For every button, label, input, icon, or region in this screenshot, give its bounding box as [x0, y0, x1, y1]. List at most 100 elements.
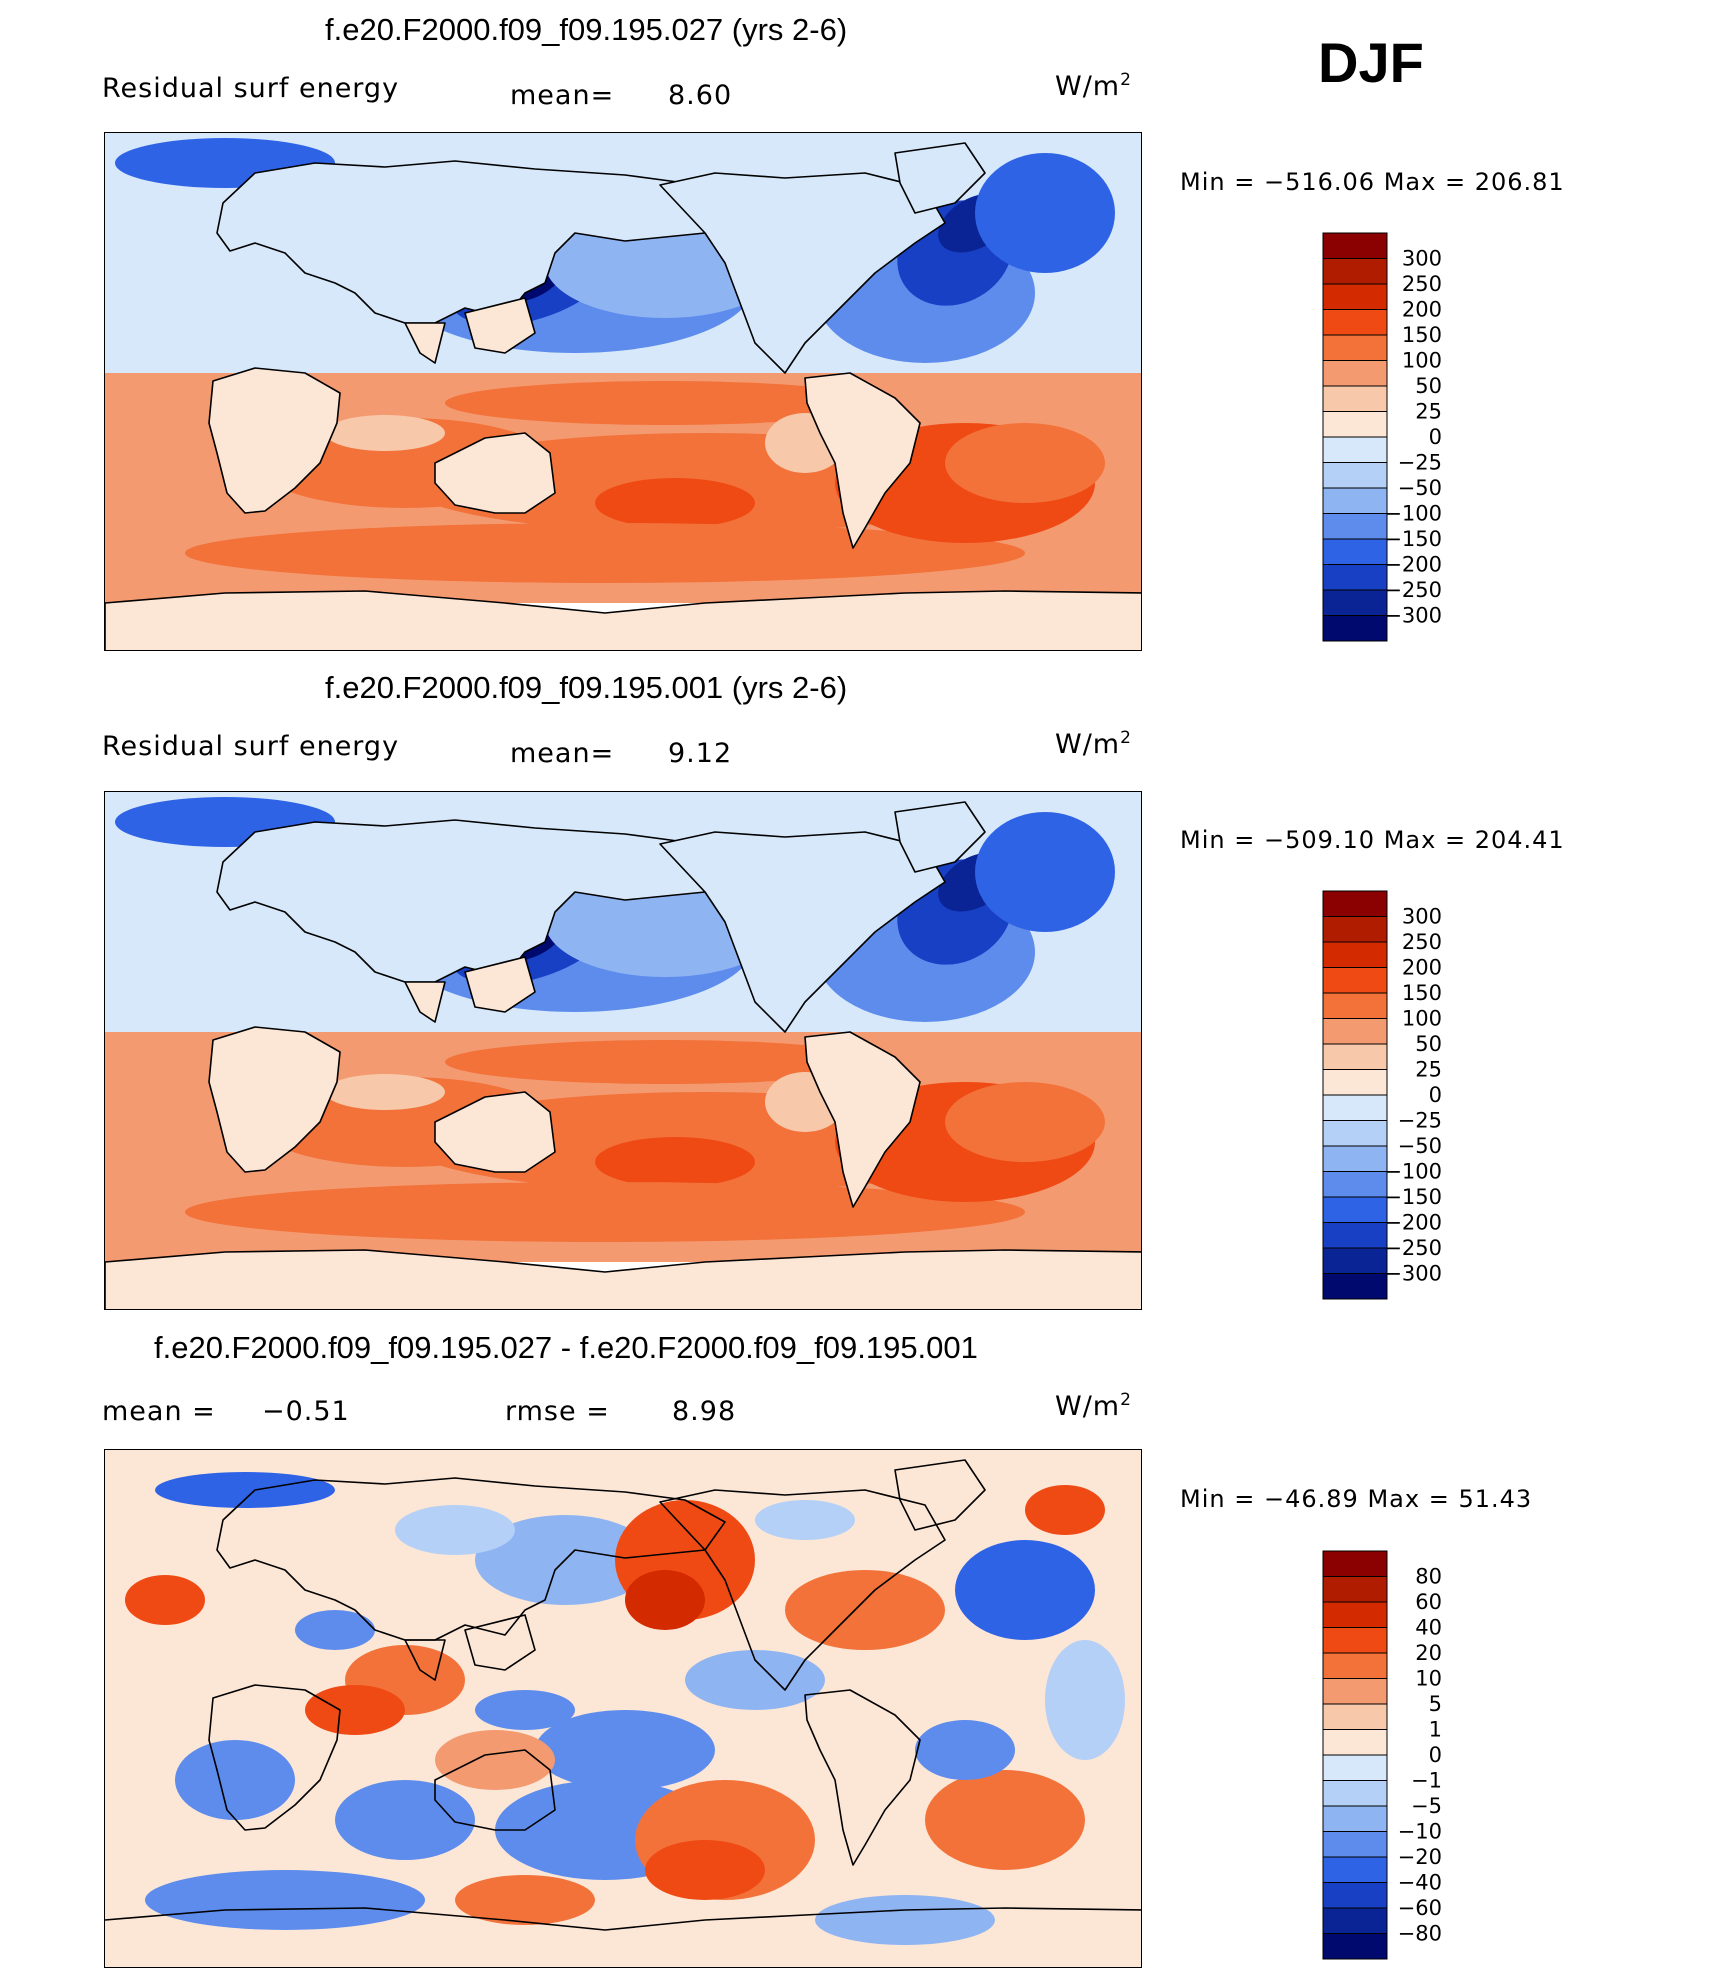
field-contour — [755, 1500, 855, 1540]
panel-1-mean-label: mean= — [510, 80, 615, 111]
max-label: Max — [1383, 168, 1437, 196]
colorbar-tick-label: 60 — [1415, 1590, 1442, 1614]
panel-2-mean-value: 9.12 — [668, 738, 733, 769]
colorbar-swatch — [1322, 1601, 1388, 1628]
field-contour — [645, 1840, 765, 1900]
max-value: 204.41 — [1474, 826, 1565, 854]
panel-1-minmax: Min = −516.06 Max = 206.81 — [1180, 168, 1565, 196]
colorbar-swatch — [1322, 1247, 1388, 1274]
field-contour — [595, 1137, 755, 1187]
colorbar-tick-label: 200 — [1402, 956, 1442, 980]
coastline — [208, 1684, 341, 1831]
field-contour — [595, 478, 755, 528]
colorbar-swatch — [1322, 1094, 1388, 1121]
colorbar-swatch — [1322, 1754, 1388, 1781]
colorbar-swatch — [1322, 513, 1388, 540]
colorbar-swatch — [1322, 1550, 1388, 1577]
panel-3-minmax: Min = −46.89 Max = 51.43 — [1180, 1485, 1533, 1513]
max-label: Max — [1383, 826, 1437, 854]
season-label: DJF — [1318, 31, 1424, 94]
panel-3-title: f.e20.F2000.f09_f09.195.027 - f.e20.F200… — [154, 1330, 978, 1365]
coastline — [894, 142, 986, 214]
colorbar-tick-label: −20 — [1398, 1845, 1442, 1869]
colorbar-tick-label: 0 — [1429, 1743, 1442, 1767]
colorbar-swatch — [1322, 1780, 1388, 1807]
panel-2-units: W/m2 — [1055, 728, 1132, 760]
field-contour — [455, 1875, 595, 1925]
min-label: Min — [1180, 826, 1226, 854]
colorbar-tick-label: 25 — [1415, 1058, 1442, 1082]
colorbar-tick-label: 200 — [1402, 298, 1442, 322]
min-value: −516.06 — [1263, 168, 1376, 196]
colorbar-swatch — [1322, 1729, 1388, 1756]
colorbar-swatch — [1322, 1145, 1388, 1172]
colorbar-swatch — [1322, 1273, 1388, 1300]
colorbar-swatch — [1322, 462, 1388, 489]
colorbar-tick-label: 150 — [1402, 323, 1442, 347]
coastline — [894, 801, 986, 873]
colorbar-swatch — [1322, 1043, 1388, 1070]
panel-2-minmax: Min = −509.10 Max = 204.41 — [1180, 826, 1565, 854]
colorbar-tick-label: −300 — [1384, 1262, 1442, 1286]
coastline — [804, 372, 921, 549]
panel-1-colorbar: 300 250 200 150 100 50 25 0 −25 −50 −100 −150 −200 −2… — [1322, 232, 1442, 642]
colorbar-swatch — [1322, 538, 1388, 565]
colorbar-tick-label: −200 — [1384, 553, 1442, 577]
field-contour — [445, 381, 885, 425]
colorbar-swatch — [1322, 1627, 1388, 1654]
colorbar-swatch — [1322, 283, 1388, 310]
colorbar-tick-label: −50 — [1398, 1134, 1442, 1158]
max-value: 51.43 — [1458, 1485, 1533, 1513]
colorbar-swatch — [1322, 1120, 1388, 1147]
colorbar-tick-label: −80 — [1398, 1922, 1442, 1946]
colorbar-tick-label: 300 — [1402, 247, 1442, 271]
colorbar-swatch — [1322, 1907, 1388, 1934]
panel-1-mean-value: 8.60 — [668, 80, 733, 111]
min-value: −509.10 — [1263, 826, 1376, 854]
field-contour — [185, 523, 1025, 583]
colorbar-swatch — [1322, 487, 1388, 514]
panel-3-mean-value: −0.51 — [262, 1396, 350, 1427]
min-label: Min — [1180, 168, 1226, 196]
colorbar-tick-label: −200 — [1384, 1211, 1442, 1235]
colorbar-swatch — [1322, 967, 1388, 994]
field-contour — [325, 1074, 445, 1110]
colorbar-tick-label: −100 — [1384, 502, 1442, 526]
coastline — [434, 432, 556, 514]
field-contour — [925, 1770, 1085, 1870]
coastline — [404, 322, 446, 364]
coastline — [894, 1459, 986, 1531]
colorbar-tick-label: −150 — [1384, 527, 1442, 551]
units-base: W/m — [1055, 1391, 1121, 1422]
colorbar-tick-label: 250 — [1402, 272, 1442, 296]
field-contour — [815, 1895, 995, 1945]
colorbar-tick-label: 150 — [1402, 981, 1442, 1005]
coastline — [216, 160, 726, 324]
colorbar-swatch — [1322, 1933, 1388, 1960]
colorbar-swatch — [1322, 411, 1388, 438]
field-contour — [175, 1740, 295, 1820]
field-contour — [125, 1575, 205, 1625]
field-contour — [1025, 1485, 1105, 1535]
colorbar-swatch — [1322, 589, 1388, 616]
colorbar-swatch — [1322, 1171, 1388, 1198]
panel-3-map — [104, 1449, 1142, 1968]
colorbar-tick-label: 300 — [1402, 905, 1442, 929]
panel-2-title: f.e20.F2000.f09_f09.195.001 (yrs 2-6) — [325, 670, 848, 705]
coastline — [404, 1639, 446, 1681]
min-label: Min — [1180, 1485, 1226, 1513]
coastline — [804, 1689, 921, 1866]
coastline — [208, 367, 341, 514]
coastline — [216, 819, 726, 983]
panel-2-colorbar: 300 250 200 150 100 50 25 0 −25 −50 −100 −150 −200 −2… — [1322, 890, 1442, 1300]
colorbar-swatch — [1322, 564, 1388, 591]
colorbar-swatch — [1322, 232, 1388, 259]
field-contour — [155, 1472, 335, 1508]
field-contour — [475, 1690, 575, 1730]
colorbar-tick-label: 10 — [1415, 1667, 1442, 1691]
coastline — [105, 1907, 1141, 1931]
coastline — [105, 590, 1141, 650]
colorbar-tick-label: 80 — [1415, 1565, 1442, 1589]
colorbar-swatch — [1322, 1703, 1388, 1730]
field-contour — [915, 1720, 1015, 1780]
